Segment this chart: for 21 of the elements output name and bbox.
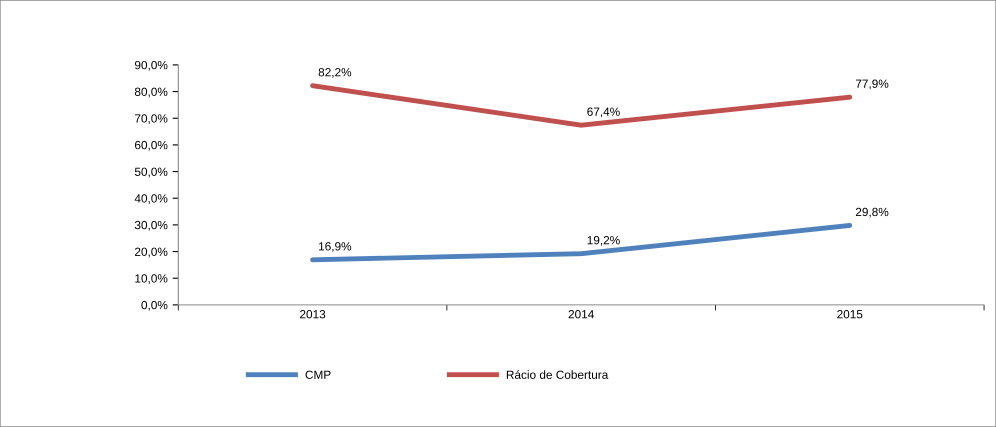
y-tick-label: 80,0% [134,88,168,98]
y-tick-label: 60,0% [134,140,168,151]
legend-label: Rácio de Cobertura [506,370,608,379]
y-tick-label: 10,0% [135,274,168,284]
legend-label: CMP [306,370,331,379]
y-tick-label: 90,0% [134,60,168,71]
y-tick-label: 50,0% [134,168,168,178]
data-label: 16,9% [319,242,352,252]
y-tick-label: 0,0% [141,300,168,311]
data-label: 77,9% [856,80,888,90]
y-tick-label: 30,0% [134,220,168,231]
data-label: 29,8% [856,208,888,218]
data-label: 82,2% [318,68,352,78]
x-tick-label: 2015 [837,310,862,318]
x-tick-label: 2014 [568,310,594,318]
data-label: 67,4% [587,108,620,118]
y-tick-label: 40,0% [134,194,168,204]
data-label: 19,2% [588,236,620,246]
y-tick-label: 70,0% [135,114,168,124]
y-tick-label: 20,0% [134,248,168,258]
x-tick-label: 2013 [300,310,326,318]
